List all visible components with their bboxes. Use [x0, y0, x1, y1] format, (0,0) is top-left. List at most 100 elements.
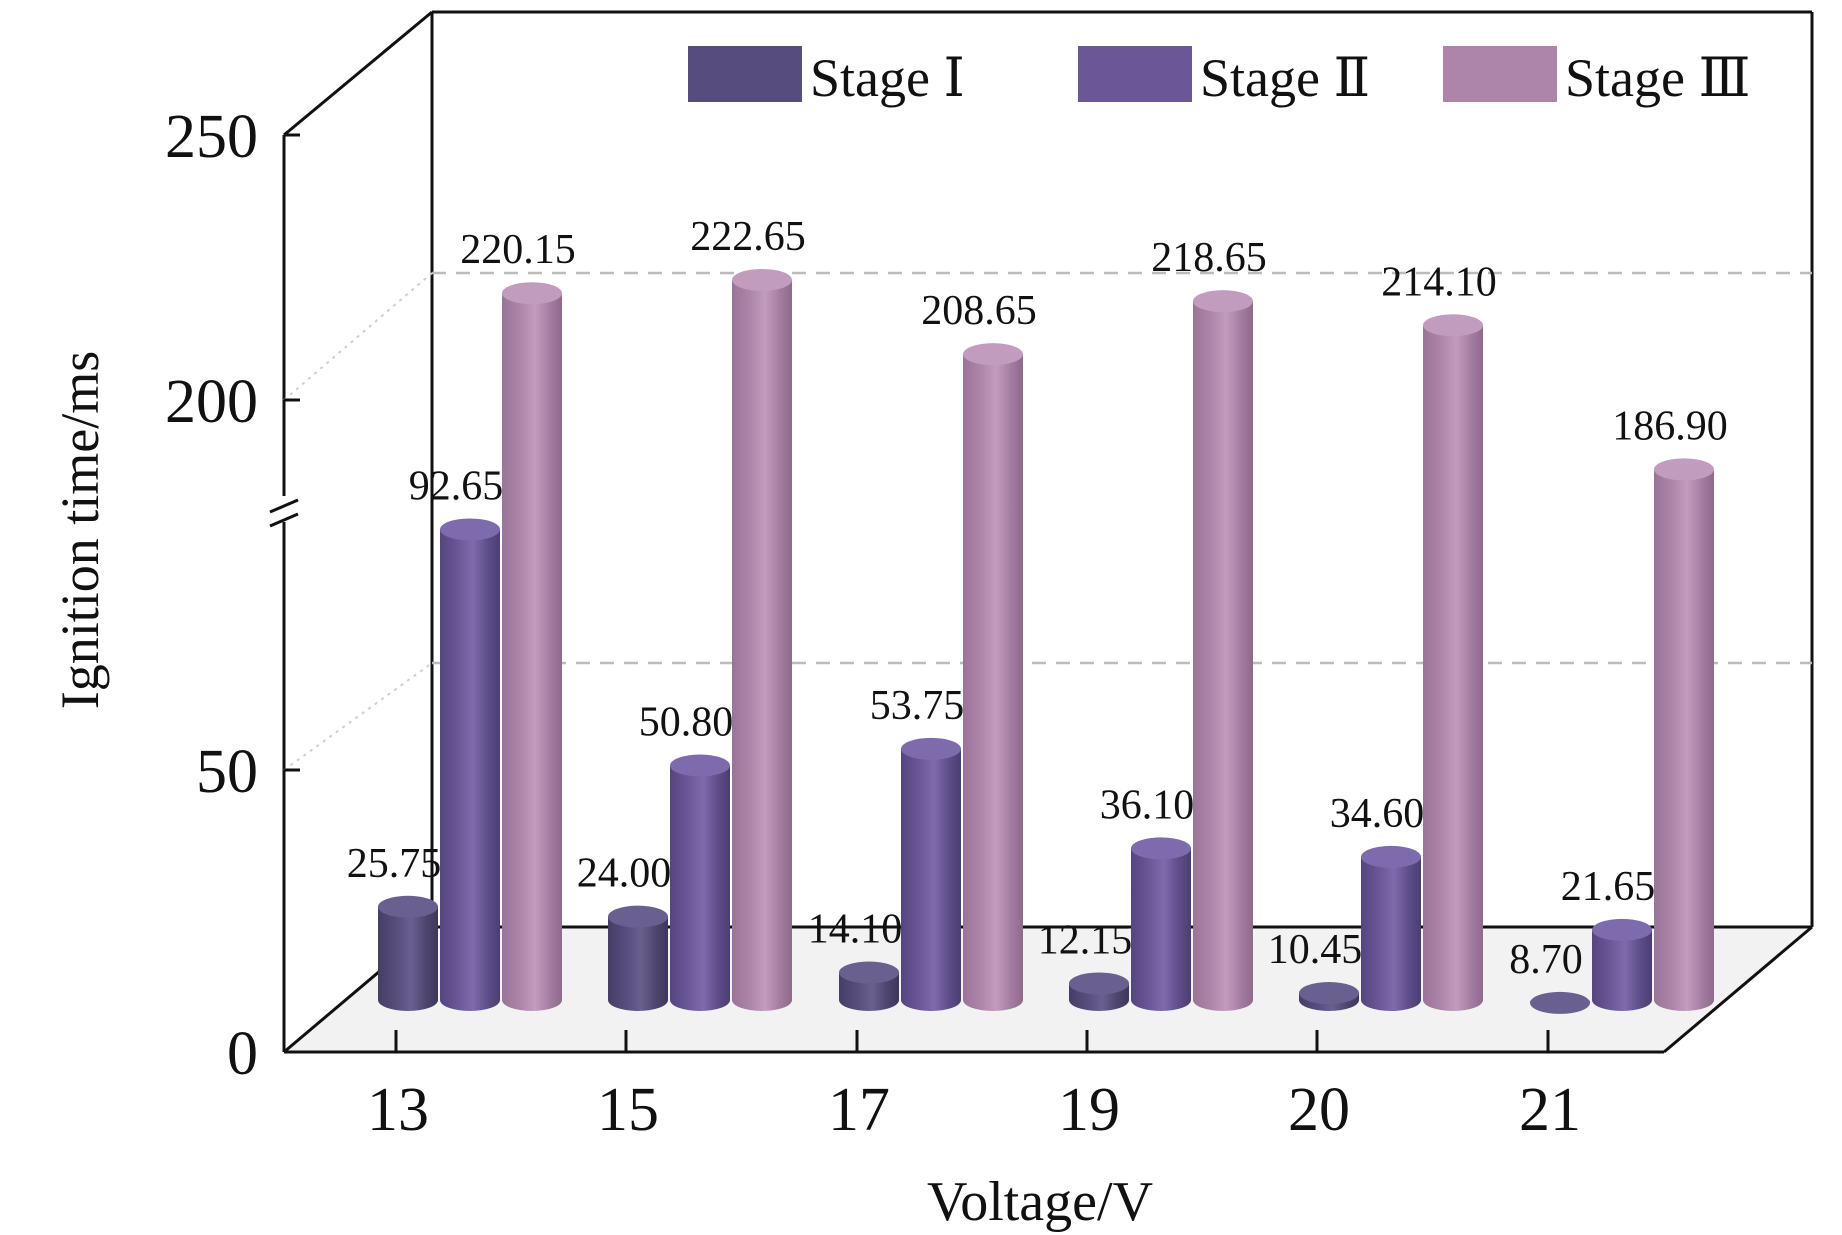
x-tick-label-13: 13: [367, 1076, 429, 1144]
bar-body: [670, 765, 730, 1011]
bar-cap: [1592, 918, 1652, 941]
value-label-stage-2-21: 21.65: [1561, 864, 1656, 910]
value-label-stage-2-13: 92.65: [409, 463, 504, 509]
legend-label-stage-3: Stage Ⅲ: [1565, 48, 1751, 108]
legend: Stage Ⅰ Stage Ⅱ Stage Ⅲ: [688, 46, 1751, 108]
value-label-stage-1-17: 14.10: [808, 906, 903, 952]
bar-stage-1-17: [839, 961, 899, 1011]
bar-stage-2-20: [1361, 845, 1421, 1011]
bar-body: [1361, 856, 1421, 1011]
bar-stage-2-21: [1592, 918, 1652, 1011]
bar-stage-3-13: [502, 282, 562, 1012]
bar-stage-1-15: [608, 905, 668, 1011]
value-label-stage-3-13: 220.15: [460, 227, 576, 273]
value-label-stage-1-15: 24.00: [577, 851, 672, 897]
y-tick-label-0: 0: [227, 1020, 258, 1088]
bar-cap: [1654, 458, 1714, 481]
legend-swatch-stage-2: [1078, 46, 1192, 102]
bar-body: [440, 529, 500, 1011]
bar-stage-1-21: [1530, 991, 1590, 1014]
y-tick-label-200: 200: [165, 368, 258, 436]
bar-body: [1592, 929, 1652, 1011]
grid-line-side-0: [283, 272, 433, 401]
bar-stage-2-19: [1131, 837, 1191, 1011]
grid-lines: [283, 271, 1812, 771]
bar-cap: [1069, 972, 1129, 995]
bar-body: [378, 906, 438, 1011]
value-label-stage-2-19: 36.10: [1100, 782, 1195, 828]
x-tick-label-21: 21: [1519, 1076, 1581, 1144]
value-label-stage-3-15: 222.65: [690, 214, 806, 260]
axis-break-mark-1: [269, 498, 299, 514]
bar-stage-2-13: [440, 518, 500, 1011]
bar-body: [732, 279, 792, 1012]
x-tick-label-19: 19: [1058, 1076, 1120, 1144]
bar-cap: [1361, 845, 1421, 868]
bar-stage-2-15: [670, 754, 730, 1011]
value-label-stage-3-20: 214.10: [1381, 259, 1497, 305]
axis-break-mark-2: [269, 512, 299, 528]
bar-stage-3-19: [1193, 290, 1253, 1011]
y-tick-label-50: 50: [196, 738, 258, 806]
bar-stage-2-17: [901, 737, 961, 1011]
bar-cap: [1131, 837, 1191, 860]
bar-cap: [901, 737, 961, 760]
value-label-stage-3-21: 186.90: [1612, 403, 1728, 449]
bar-cap: [1299, 982, 1359, 1005]
bar-body: [901, 748, 961, 1011]
bar-cap: [963, 343, 1023, 366]
bar-cap: [839, 961, 899, 984]
bar-cap: [1530, 991, 1590, 1014]
bar-stage-1-20: [1299, 982, 1359, 1011]
value-label-stage-1-20: 10.45: [1268, 927, 1363, 973]
value-label-stage-1-13: 25.75: [347, 841, 442, 887]
x-tick-label-20: 20: [1288, 1076, 1350, 1144]
bar-body: [502, 293, 562, 1012]
bar-cap: [1423, 314, 1483, 337]
value-label-stage-2-17: 53.75: [870, 683, 965, 729]
legend-label-stage-1: Stage Ⅰ: [810, 48, 965, 108]
bar-cap: [732, 268, 792, 291]
bar-body: [1654, 469, 1714, 1011]
value-label-stage-1-21: 8.70: [1509, 937, 1583, 983]
legend-label-stage-2: Stage Ⅱ: [1200, 48, 1370, 108]
bar-body: [1423, 325, 1483, 1011]
y-axis-title: Ignition time/ms: [50, 351, 110, 710]
bar-stage-3-15: [732, 268, 792, 1012]
value-labels: 25.75 92.65 220.15 24.00 50.80 222.65 14.10 53.…: [347, 214, 1728, 983]
x-tick-label-15: 15: [597, 1076, 659, 1144]
bar-cap: [670, 754, 730, 777]
bar-body: [1193, 301, 1253, 1011]
floor-right-edge: [1663, 925, 1813, 1054]
bar-stage-3-21: [1654, 458, 1714, 1011]
x-axis-ticks: 13 15 17 19 20 21: [367, 1030, 1581, 1144]
bar-body: [608, 916, 668, 1011]
side-wall-top-edge: [283, 10, 433, 137]
legend-swatch-stage-1: [688, 46, 802, 102]
value-label-stage-2-20: 34.60: [1330, 791, 1425, 837]
value-label-stage-2-15: 50.80: [639, 699, 734, 745]
bar-cap: [378, 895, 438, 918]
y-axis-ticks: 0 50 200 250: [165, 103, 300, 1088]
value-label-stage-3-19: 218.65: [1151, 235, 1267, 281]
x-tick-label-17: 17: [828, 1076, 890, 1144]
bar-body: [1131, 848, 1191, 1011]
bar-cap: [608, 905, 668, 928]
bar-body: [963, 354, 1023, 1011]
bar-cap: [502, 282, 562, 305]
x-axis-title: Voltage/V: [927, 1171, 1153, 1233]
value-label-stage-1-19: 12.15: [1038, 917, 1133, 963]
legend-swatch-stage-3: [1443, 46, 1557, 102]
bar-stage-1-13: [378, 895, 438, 1011]
bar-cap: [440, 518, 500, 541]
grid-line-side-1: [283, 662, 433, 771]
value-label-stage-3-17: 208.65: [921, 288, 1037, 334]
bars-group: [378, 268, 1714, 1014]
bar-body: [839, 972, 899, 1011]
bar-stage-3-17: [963, 343, 1023, 1011]
y-tick-label-250: 250: [165, 103, 258, 171]
bar-stage-3-20: [1423, 314, 1483, 1011]
bar-stage-1-19: [1069, 972, 1129, 1011]
bar-cap: [1193, 290, 1253, 313]
